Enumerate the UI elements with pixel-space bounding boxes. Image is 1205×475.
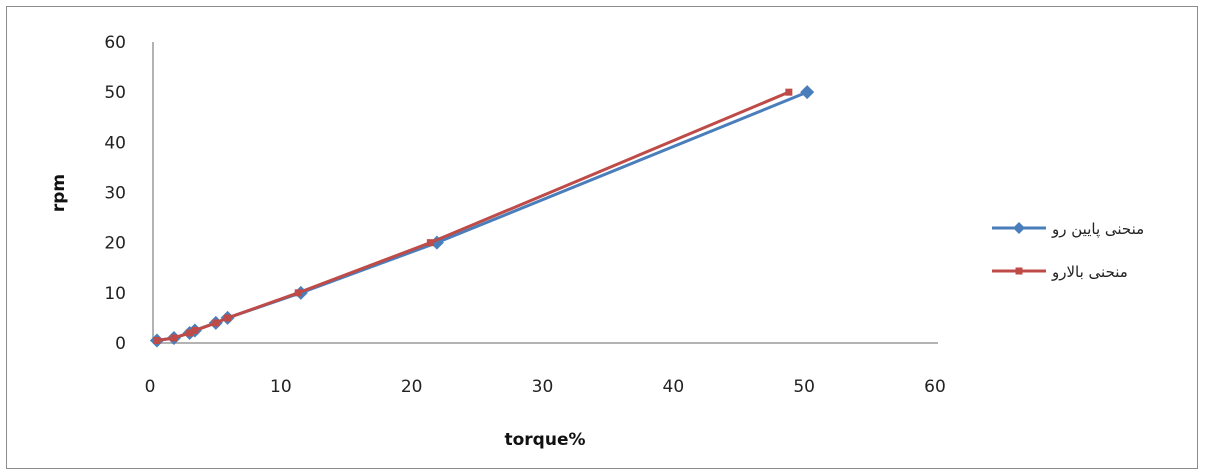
data-point	[191, 326, 199, 334]
legend-label: منحنی پایین رو	[1051, 220, 1144, 239]
y-tick-label: 30	[104, 184, 126, 204]
y-tick-label: 0	[115, 334, 126, 354]
data-point	[785, 88, 793, 96]
legend-marker	[1015, 267, 1023, 275]
chart-frame	[6, 6, 1198, 469]
legend-item-1: منحنی پایین رو	[992, 220, 1144, 239]
y-axis-title: rpm	[49, 174, 69, 212]
series-2	[153, 88, 793, 344]
series-layer	[149, 85, 815, 348]
y-tick-label: 50	[104, 83, 126, 103]
data-point	[153, 336, 161, 344]
legend-item-2: منحنی بالارو	[992, 263, 1128, 281]
x-tick-label: 0	[145, 377, 156, 397]
data-point	[294, 289, 302, 297]
x-axis-title: torque%	[504, 430, 585, 450]
data-point	[186, 329, 194, 337]
data-point	[426, 239, 434, 247]
legend-label: منحنی بالارو	[1051, 263, 1128, 281]
legend: منحنی پایین رو منحنی بالارو	[992, 220, 1144, 281]
data-point	[224, 314, 232, 322]
y-tick-label: 10	[104, 284, 126, 304]
x-tick-label: 30	[532, 377, 554, 397]
data-point	[800, 85, 815, 100]
axes	[152, 42, 938, 344]
legend-marker	[1013, 222, 1025, 234]
y-tick-label: 40	[104, 133, 126, 153]
x-tick-label: 60	[924, 377, 946, 397]
y-tick-label: 60	[104, 33, 126, 53]
y-tick-label: 20	[104, 234, 126, 254]
series-line	[156, 90, 808, 342]
x-tick-label: 50	[793, 377, 815, 397]
x-tick-labels: 0 10 20 30 40 50 60	[145, 377, 946, 397]
data-point	[212, 319, 220, 327]
data-point	[170, 334, 178, 342]
y-tick-labels: 0 10 20 30 40 50 60	[104, 33, 126, 354]
x-tick-label: 20	[401, 377, 423, 397]
x-tick-label: 10	[270, 377, 292, 397]
x-tick-label: 40	[663, 377, 685, 397]
series-line	[156, 90, 790, 342]
